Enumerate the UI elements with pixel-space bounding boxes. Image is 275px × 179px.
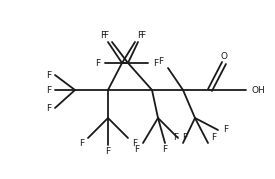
Text: O: O [221,52,227,61]
Text: F: F [100,30,105,40]
Text: F: F [132,139,137,147]
Text: OH: OH [252,86,266,95]
Text: F: F [223,125,228,134]
Text: F: F [46,86,51,95]
Text: F: F [158,57,163,66]
Text: F: F [46,103,51,112]
Text: F: F [140,30,145,40]
Text: F: F [103,30,108,40]
Text: F: F [163,144,167,154]
Text: F: F [153,59,158,67]
Text: F: F [46,71,51,79]
Text: F: F [211,132,216,142]
Text: F: F [134,144,139,154]
Text: F: F [105,146,111,156]
Text: F: F [182,134,187,142]
Text: F: F [137,30,142,40]
Text: F: F [173,132,178,142]
Text: F: F [95,59,100,67]
Text: F: F [79,139,84,147]
